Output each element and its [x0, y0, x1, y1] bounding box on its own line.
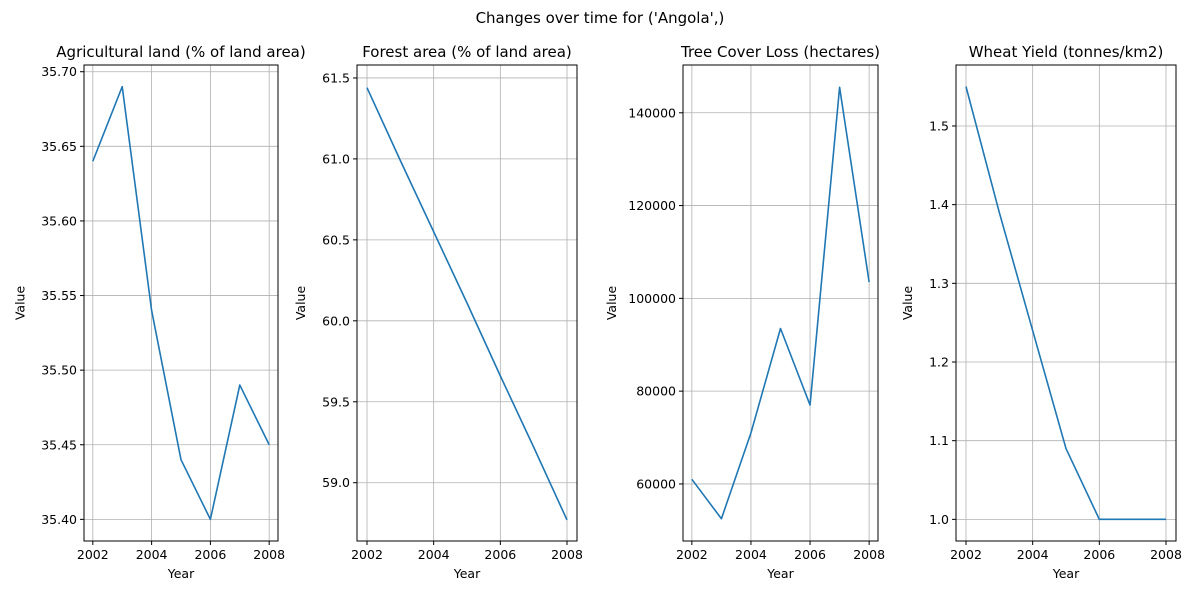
- y-tick-label: 60.0: [322, 313, 350, 328]
- y-tick-label: 35.65: [41, 139, 77, 154]
- y-tick-label: 35.40: [41, 512, 77, 527]
- x-tick-label: 2002: [351, 547, 383, 562]
- chart-panel-4: 2002 2004 2006 2008 1.0 1.1 1.2 1.3 1.4 1.5 Wheat …: [900, 43, 1182, 581]
- y-tick-label: 35.50: [41, 363, 77, 378]
- y-tick-label: 35.70: [41, 64, 77, 79]
- panel-title: Wheat Yield (tonnes/km2): [969, 43, 1164, 61]
- x-axis-label: Year: [766, 566, 794, 581]
- x-tick-label: 2004: [1017, 547, 1049, 562]
- x-tick-label: 2006: [194, 547, 226, 562]
- x-tick-label: 2004: [418, 547, 450, 562]
- x-tick-label: 2004: [136, 547, 168, 562]
- figure-title: Changes over time for ('Angola',): [475, 9, 725, 27]
- x-axis-label: Year: [453, 566, 481, 581]
- x-axis-label: Year: [167, 566, 195, 581]
- y-axis-label: Value: [293, 286, 308, 321]
- x-tick-label: 2002: [77, 547, 109, 562]
- y-tick-label: 80000: [636, 384, 676, 399]
- y-tick-label: 1.3: [929, 276, 949, 291]
- x-tick-label: 2008: [1150, 547, 1182, 562]
- x-tick-label: 2002: [676, 547, 708, 562]
- x-tick-label: 2002: [950, 547, 982, 562]
- series-line: [92, 85, 270, 521]
- y-tick-label: 60000: [636, 476, 676, 491]
- x-tick-label: 2006: [794, 547, 826, 562]
- chart-panel-2: 2002 2004 2006 2008 59.0 59.5 60.0 60.5 61.0 61.5…: [293, 43, 583, 581]
- axes-frame: [955, 64, 1177, 542]
- x-tick-label: 2004: [735, 547, 767, 562]
- y-axis-label: Value: [604, 286, 619, 321]
- panel-title: Agricultural land (% of land area): [56, 43, 305, 61]
- y-tick-label: 35.55: [41, 288, 77, 303]
- y-tick-label: 1.5: [929, 118, 949, 133]
- x-axis-label: Year: [1052, 566, 1080, 581]
- y-axis-label: Value: [13, 286, 28, 321]
- y-tick-label: 100000: [628, 291, 676, 306]
- x-tick-label: 2008: [551, 547, 583, 562]
- series-line: [691, 86, 870, 520]
- y-tick-label: 61.0: [322, 151, 350, 166]
- y-axis-label: Value: [900, 286, 915, 321]
- y-tick-label: 35.60: [41, 213, 77, 228]
- y-tick-label: 1.2: [929, 355, 949, 370]
- y-tick-label: 1.4: [929, 197, 949, 212]
- x-tick-label: 2008: [853, 547, 885, 562]
- y-tick-label: 1.0: [929, 512, 949, 527]
- y-tick-label: 120000: [628, 198, 676, 213]
- series-line: [965, 86, 1166, 521]
- panel-title: Tree Cover Loss (hectares): [680, 43, 880, 61]
- y-tick-label: 61.5: [322, 70, 350, 85]
- y-tick-label: 1.1: [929, 433, 949, 448]
- axes-frame: [356, 64, 578, 542]
- series-line: [366, 87, 568, 521]
- chart-panel-3: 2002 2004 2006 2008 60000 80000 100000 120000 14…: [604, 43, 885, 581]
- x-tick-label: 2008: [253, 547, 285, 562]
- axes-frame: [83, 64, 279, 542]
- x-tick-label: 2006: [1083, 547, 1115, 562]
- y-tick-label: 59.5: [322, 394, 350, 409]
- panel-title: Forest area (% of land area): [362, 43, 572, 61]
- y-tick-label: 60.5: [322, 232, 350, 247]
- chart-panel-1: 2002 2004 2006 2008 35.40 35.45 35.50 35.55 35.6…: [13, 43, 306, 581]
- axes-frame: [682, 64, 879, 542]
- y-tick-label: 140000: [628, 105, 676, 120]
- y-tick-label: 59.0: [322, 475, 350, 490]
- y-tick-label: 35.45: [41, 437, 77, 452]
- x-tick-label: 2006: [484, 547, 516, 562]
